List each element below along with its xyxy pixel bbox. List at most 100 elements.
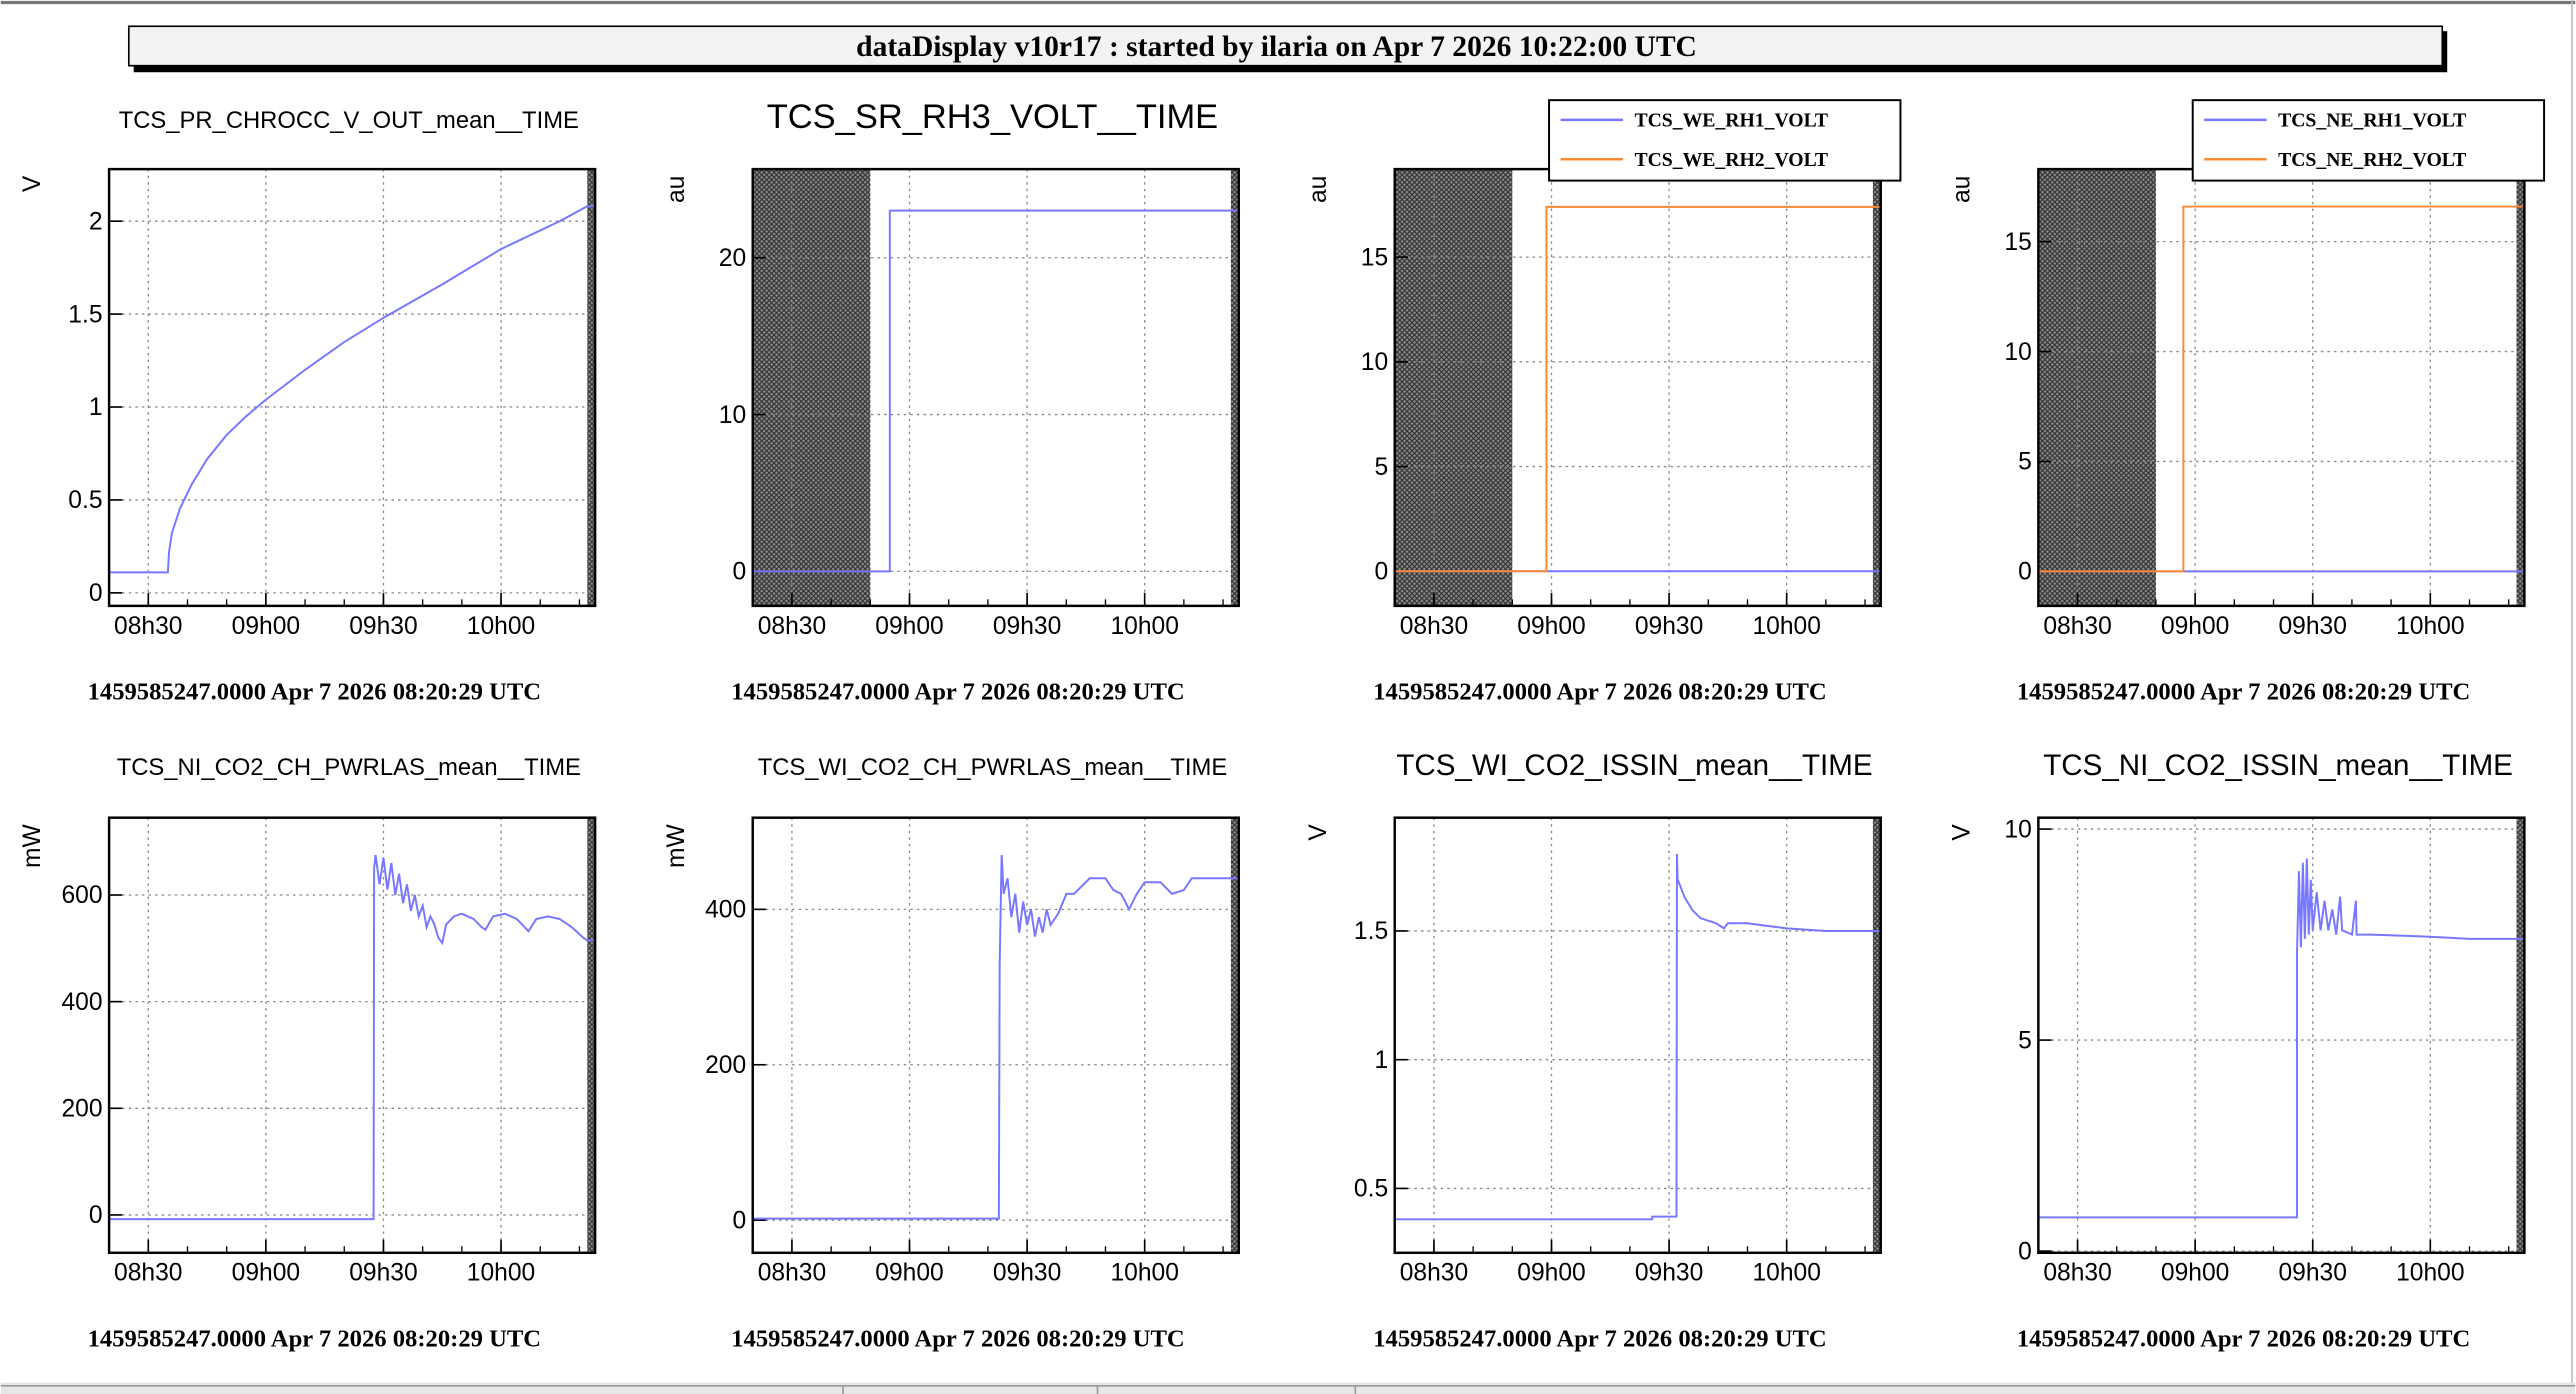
- x-tick-label: 10h00: [1110, 1260, 1178, 1287]
- y-tick-label: 1.5: [1354, 918, 1388, 945]
- y-tick-label: 0.5: [1354, 1176, 1388, 1203]
- y-tick-label: 0: [2018, 1238, 2032, 1265]
- header-box: [127, 25, 2444, 67]
- x-tick-label: 09h00: [1517, 613, 1585, 640]
- x-tick-label: 09h00: [875, 613, 943, 640]
- x-tick-label: 10h00: [2396, 1260, 2464, 1287]
- y-tick-label: 0: [732, 559, 746, 586]
- plot-frame: [1393, 816, 1882, 1255]
- legend-entry: TCS_NE_RH2_VOLT: [2278, 149, 2466, 171]
- chart-panel-7: 08h30 09h00 09h30 10h00 0.5 1 1.5 V TCS_WI_CO2_I…: [1305, 749, 1882, 1352]
- y-tick-label: 10: [719, 402, 746, 429]
- legend-entry: TCS_WE_RH1_VOLT: [1634, 109, 1828, 131]
- chart-panel-1: 08h30 09h00 09h30 10h00 0 0.5 1 1.5 2 V TCS_PR_CHR…: [19, 107, 597, 705]
- chart-panel-8: 08h30 09h00 09h30 10h00 0 5 10 V TCS_NI_CO2_ISSI…: [1948, 749, 2526, 1352]
- x-tick-label: 08h30: [758, 1260, 826, 1287]
- legend-entry: TCS_NE_RH1_VOLT: [2278, 109, 2466, 131]
- series-line-tcs-ni-co2-issin-mean: [2038, 858, 2525, 1219]
- y-tick-label: 20: [719, 245, 746, 272]
- legend-box: [2191, 99, 2546, 182]
- timestamp-footer: 1459585247.0000 Apr 7 2026 08:20:29 UTC: [731, 678, 1184, 705]
- hatched-region: [1394, 169, 1513, 606]
- y-tick-label: 15: [2004, 229, 2031, 256]
- status-bar-bg: [0, 1382, 2576, 1394]
- x-tick-label: 09h30: [1635, 613, 1703, 640]
- x-tick-label: 08h30: [758, 613, 826, 640]
- chart-panel-4: 08h30 09h00 09h30 10h00 0 5 10 15 au TCS_NE_RH1_V…: [1948, 99, 2546, 705]
- y-tick-label: 400: [705, 897, 746, 924]
- panels: 08h30 09h00 09h30 10h00 0 0.5 1 1.5 2 V TCS_PR_CHR…: [19, 98, 2546, 1352]
- x-tick-label: 09h30: [993, 613, 1061, 640]
- series-line-tcs-we-rh2-volt: [1394, 205, 1881, 573]
- x-tick-label: 09h00: [232, 613, 300, 640]
- legend: TCS_NE_RH1_VOLT TCS_NE_RH2_VOLT: [2191, 99, 2546, 182]
- x-tick-label: 09h00: [1517, 1260, 1585, 1287]
- y-tick-label: 1: [89, 394, 103, 421]
- x-tick-label: 10h00: [1110, 613, 1178, 640]
- y-tick-label: 5: [2018, 449, 2032, 476]
- y-axis-label: mW: [663, 823, 690, 867]
- x-tick-label: 10h00: [1752, 613, 1820, 640]
- series-line-tcs-sr-rh3-volt: [752, 209, 1239, 573]
- y-tick-label: 10: [2004, 816, 2031, 843]
- x-tick-label: 09h00: [232, 1260, 300, 1287]
- plot-frame: [751, 167, 1240, 608]
- x-tick-label: 08h30: [1400, 613, 1468, 640]
- chart-title: TCS_NI_CO2_ISSIN_mean__TIME: [2043, 749, 2513, 782]
- timestamp-footer: 1459585247.0000 Apr 7 2026 08:20:29 UTC: [2017, 678, 2470, 705]
- y-tick-label: 400: [61, 989, 102, 1016]
- timestamp-footer: 1459585247.0000 Apr 7 2026 08:20:29 UTC: [88, 678, 541, 705]
- series-line-tcs-wi-co2-issin-mean: [1394, 853, 1881, 1221]
- y-tick-label: 10: [2004, 339, 2031, 366]
- y-tick-label: 1: [1374, 1047, 1388, 1074]
- chart-title: TCS_WI_CO2_CH_PWRLAS_mean__TIME: [758, 754, 1227, 781]
- chart-panel-3: 08h30 09h00 09h30 10h00 0 5 10 15 au TCS_WE_RH1_V…: [1305, 99, 1902, 705]
- y-tick-label: 0: [1374, 559, 1388, 586]
- header-title: dataDisplay v10r17 : started by ilaria o…: [856, 31, 1697, 63]
- hatched-region: [2516, 817, 2525, 1253]
- chart-panel-5: 08h30 09h00 09h30 10h00 0 200 400 600 mW TCS_NI_C…: [19, 754, 597, 1352]
- x-tick-label: 10h00: [467, 1260, 535, 1287]
- y-axis-label: au: [663, 176, 690, 203]
- x-tick-label: 10h00: [467, 613, 535, 640]
- plot-area: [109, 169, 596, 606]
- plot-area: [752, 817, 1239, 1253]
- y-tick-label: 0: [732, 1207, 746, 1234]
- plot-frame: [751, 816, 1240, 1255]
- chart-panel-6: 08h30 09h00 09h30 10h00 0 200 400 mW TCS_WI_CO2_…: [663, 754, 1240, 1352]
- y-tick-label: 0: [89, 1202, 103, 1229]
- header-banner: dataDisplay v10r17 : started by ilaria o…: [127, 25, 2448, 73]
- y-axis-label: mW: [19, 823, 46, 867]
- y-tick-label: 200: [61, 1095, 102, 1122]
- plot-frame: [2037, 816, 2526, 1255]
- y-tick-label: 0: [89, 580, 103, 607]
- series-line-tcs-pr-chrocc-v-out-mean: [109, 205, 596, 574]
- hatched-region: [1872, 169, 1881, 606]
- y-tick-label: 1.5: [68, 301, 102, 328]
- timestamp-footer: 1459585247.0000 Apr 7 2026 08:20:29 UTC: [88, 1325, 541, 1352]
- x-tick-label: 09h00: [875, 1260, 943, 1287]
- y-tick-label: 200: [705, 1052, 746, 1079]
- x-tick-label: 08h30: [114, 1260, 182, 1287]
- hatched-region: [587, 169, 596, 606]
- hatched-region: [2516, 169, 2525, 606]
- chart-title: TCS_PR_CHROCC_V_OUT_mean__TIME: [119, 107, 579, 134]
- plot-frame: [107, 167, 597, 608]
- y-axis-label: V: [1305, 824, 1332, 841]
- series-line-tcs-ni-co2-ch-pwrlas-mean: [109, 854, 596, 1221]
- plot-frame: [107, 816, 597, 1255]
- legend-entry: TCS_WE_RH2_VOLT: [1634, 149, 1828, 171]
- hatched-region: [2038, 169, 2156, 606]
- x-tick-label: 09h30: [349, 613, 417, 640]
- x-tick-label: 09h30: [1635, 1260, 1703, 1287]
- y-tick-label: 10: [1361, 349, 1388, 376]
- x-tick-label: 09h30: [2279, 1260, 2347, 1287]
- x-tick-label: 08h30: [114, 613, 182, 640]
- timestamp-footer: 1459585247.0000 Apr 7 2026 08:20:29 UTC: [731, 1325, 1184, 1352]
- x-tick-label: 09h00: [2161, 613, 2229, 640]
- hatched-region: [1230, 169, 1239, 606]
- y-axis-label: V: [19, 175, 46, 192]
- timestamp-footer: 1459585247.0000 Apr 7 2026 08:20:29 UTC: [1373, 678, 1826, 705]
- hatched-region: [752, 169, 871, 606]
- y-tick-label: 2: [89, 208, 103, 235]
